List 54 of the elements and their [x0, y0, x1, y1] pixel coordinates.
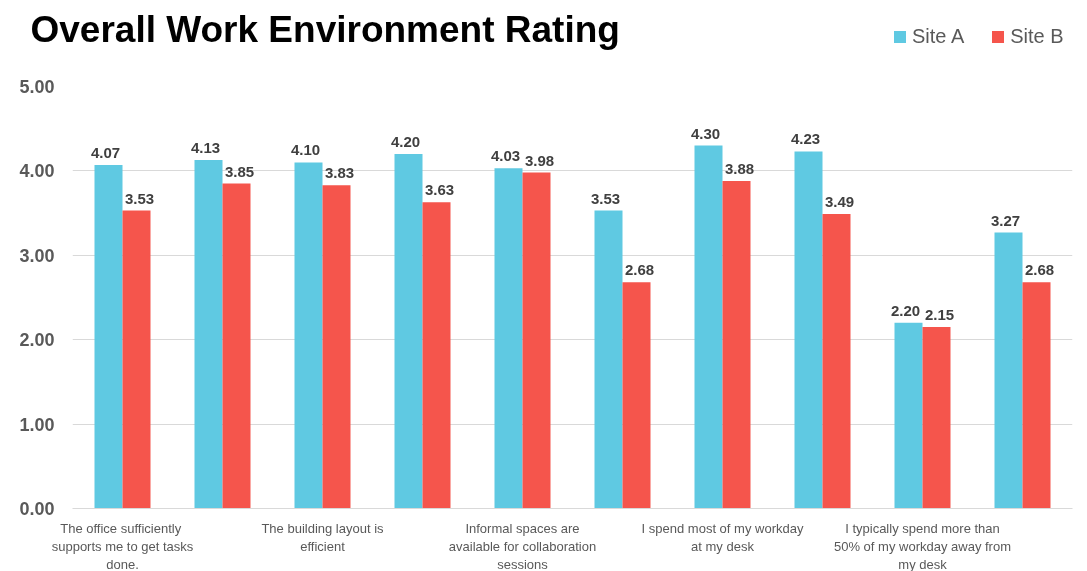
data-label: 4.23 [790, 130, 821, 148]
bar [794, 151, 823, 509]
y-tick-label: 5.00 [19, 77, 55, 97]
x-tick-label: The office sufficiently supports me to get tasks done. [51, 520, 194, 571]
data-label: 4.10 [290, 141, 321, 159]
y-tick-label: 1.00 [19, 414, 55, 435]
data-label: 2.68 [1024, 261, 1055, 279]
bar [594, 210, 623, 509]
data-label: 3.49 [824, 192, 855, 210]
bar [622, 282, 651, 509]
y-tick-label: 4.00 [19, 161, 55, 182]
y-tick-label: 3.00 [19, 245, 55, 266]
bar [94, 164, 123, 509]
bar [994, 232, 1023, 509]
bar [322, 185, 351, 509]
y-tick-label: 0.00 [19, 499, 55, 519]
bar [522, 172, 551, 509]
data-label: 3.83 [324, 164, 355, 182]
y-tick-label: 2.00 [19, 330, 55, 351]
bar [222, 183, 251, 509]
data-label: 4.20 [390, 133, 421, 151]
bar [394, 154, 423, 509]
data-label: 3.53 [124, 189, 155, 207]
bar [494, 168, 523, 509]
data-label: 3.88 [724, 160, 755, 178]
x-tick-label: I spend most of my workday at my desk [641, 520, 804, 554]
data-label: 3.63 [424, 181, 455, 199]
data-label: 4.07 [90, 143, 121, 161]
chart-title: Overall Work Environment Rating [30, 9, 620, 50]
data-label: 3.98 [524, 151, 555, 169]
bar [194, 159, 223, 509]
data-label: 4.03 [490, 147, 521, 165]
legend-label: Site B [1010, 25, 1064, 48]
bar [894, 322, 923, 509]
legend-label: Site A [912, 25, 965, 48]
data-label: 4.13 [190, 138, 221, 156]
bar [122, 210, 151, 509]
data-label: 2.20 [890, 301, 921, 319]
bar [422, 202, 451, 509]
data-label: 2.68 [624, 261, 655, 279]
bar [922, 327, 951, 509]
x-tick-label: Informal spaces are available for collaboration sessions [448, 520, 597, 571]
bar [694, 145, 723, 509]
bar [822, 213, 851, 509]
bar [294, 162, 323, 509]
data-label: 2.15 [924, 306, 955, 324]
bar [722, 181, 751, 509]
x-tick-label: I typically spend more than 50% of my workday away from my desk [834, 520, 1012, 571]
data-label: 3.85 [224, 162, 255, 180]
bar [1022, 282, 1051, 509]
data-label: 4.30 [690, 124, 721, 142]
data-label: 3.27 [990, 211, 1021, 229]
x-tick-label: The building layout is efficient [261, 520, 385, 554]
data-label: 3.53 [590, 189, 621, 207]
